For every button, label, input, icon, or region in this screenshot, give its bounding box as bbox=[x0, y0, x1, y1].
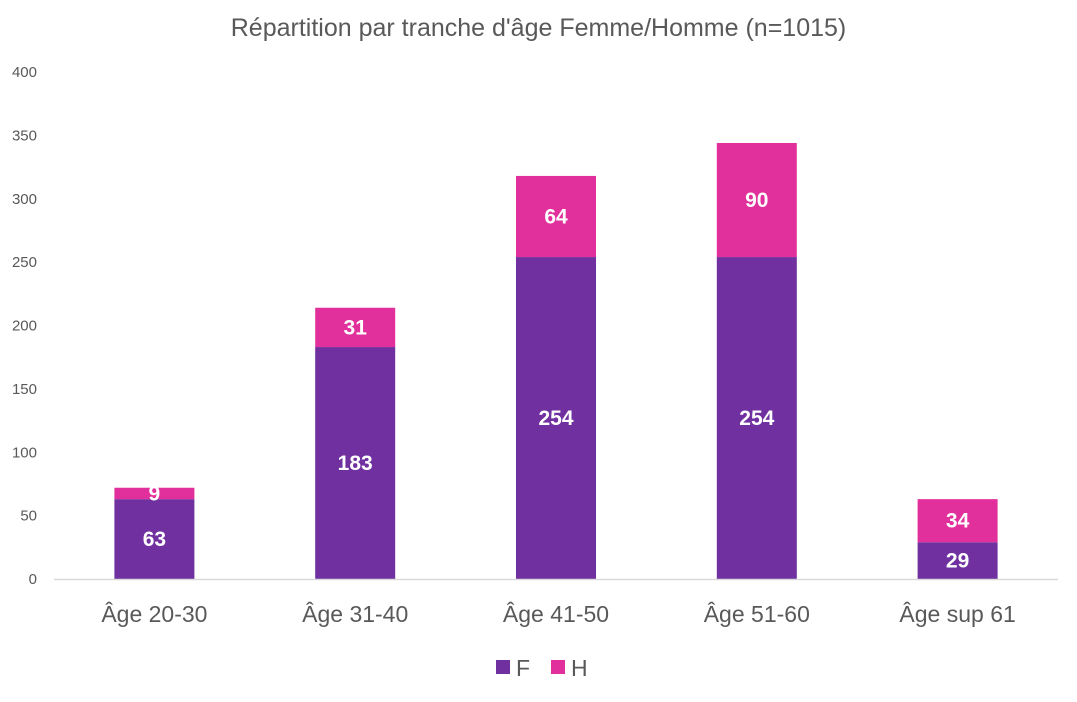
y-tick-label: 350 bbox=[12, 127, 37, 144]
y-tick-label: 50 bbox=[20, 508, 37, 525]
data-label: 31 bbox=[344, 316, 368, 339]
bar-segment-f bbox=[315, 347, 396, 579]
y-tick-label: 250 bbox=[12, 254, 37, 271]
bar-segment-f bbox=[716, 257, 797, 579]
x-tick-label: Âge sup 61 bbox=[899, 601, 1015, 627]
data-label: 34 bbox=[946, 510, 970, 533]
data-label: 64 bbox=[544, 205, 568, 228]
legend-label-f: F bbox=[516, 655, 530, 681]
bar-segment-f bbox=[114, 499, 195, 579]
y-tick-label: 400 bbox=[12, 64, 37, 81]
bar-segment-h bbox=[917, 499, 998, 543]
y-tick-label: 150 bbox=[12, 381, 37, 398]
y-tick-label: 0 bbox=[29, 571, 37, 588]
bar-segment-h bbox=[516, 175, 596, 258]
data-label: 90 bbox=[745, 189, 768, 212]
legend-label-h: H bbox=[571, 655, 588, 681]
y-tick-label: 100 bbox=[12, 444, 37, 461]
legend-swatch-h bbox=[551, 660, 565, 674]
bar-segment-f bbox=[917, 542, 998, 579]
data-label: 29 bbox=[946, 550, 969, 573]
bars-group: 63 9 183 31 254 64 254 90 29 34 bbox=[114, 142, 998, 579]
y-axis: 0 50 100 150 200 250 300 350 400 bbox=[12, 64, 37, 588]
data-label: 63 bbox=[143, 528, 166, 551]
data-label: 183 bbox=[338, 452, 373, 475]
x-tick-label: Âge 31-40 bbox=[302, 601, 408, 627]
x-axis: Âge 20-30 Âge 31-40 Âge 41-50 Âge 51-60 Âge … bbox=[54, 578, 1058, 627]
bar-segment-f bbox=[516, 257, 596, 579]
data-label: 254 bbox=[739, 407, 774, 430]
bar-segment-h bbox=[315, 307, 396, 348]
bar-segment-h bbox=[716, 142, 797, 258]
y-tick-label: 200 bbox=[12, 318, 37, 335]
bar-segment-h bbox=[114, 487, 195, 500]
x-tick-label: Âge 20-30 bbox=[101, 601, 207, 627]
legend-swatch-f bbox=[496, 660, 510, 674]
chart-title: Répartition par tranche d'âge Femme/Homm… bbox=[230, 14, 847, 42]
data-label: 254 bbox=[538, 407, 573, 430]
y-tick-label: 300 bbox=[12, 191, 37, 208]
x-tick-label: Âge 51-60 bbox=[704, 601, 810, 627]
x-tick-label: Âge 41-50 bbox=[503, 601, 609, 627]
data-label: 9 bbox=[149, 482, 161, 505]
